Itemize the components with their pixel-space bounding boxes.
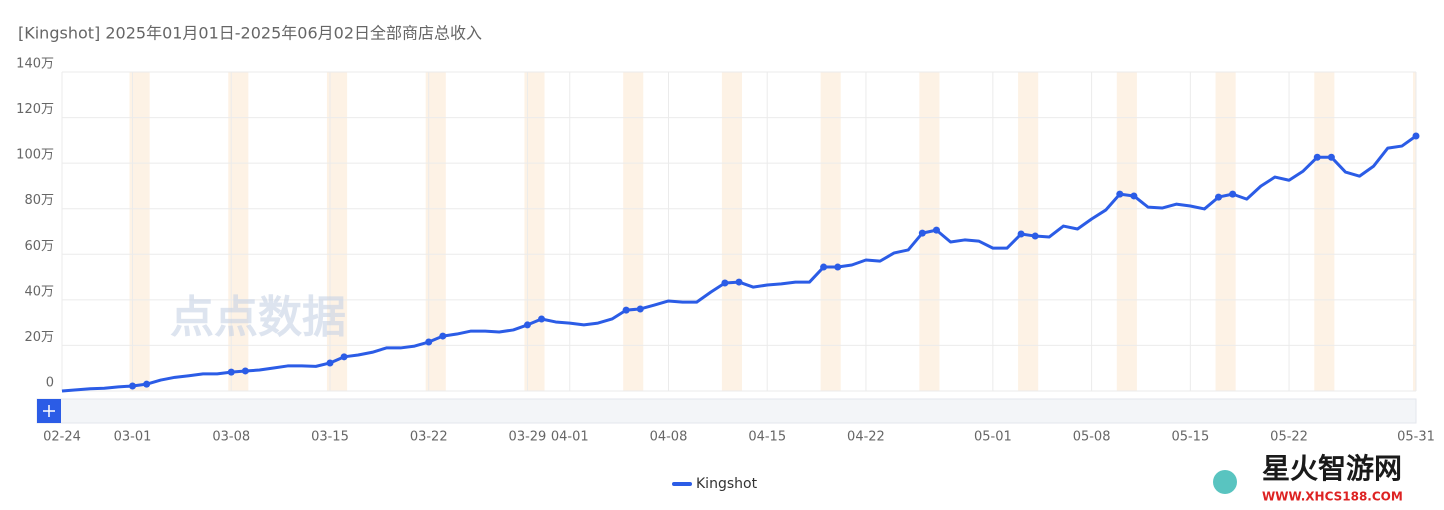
watermark: 点点数据	[170, 292, 346, 343]
point	[326, 359, 334, 367]
y-tick-label: 40万	[24, 284, 54, 299]
point	[439, 332, 447, 340]
x-tick-label: 05-08	[1073, 430, 1111, 445]
point	[1031, 232, 1039, 240]
weekend-band	[623, 72, 644, 391]
y-tick-label: 100万	[16, 148, 54, 163]
legend-label: Kingshot	[696, 476, 758, 492]
y-tick-label: 60万	[24, 239, 54, 254]
watermark: WWW.XHCS188.COM	[1262, 490, 1403, 504]
point	[932, 226, 940, 234]
point	[1116, 190, 1124, 198]
x-tick-label: 04-22	[847, 430, 885, 445]
point	[523, 321, 531, 329]
point	[538, 315, 546, 323]
x-tick-label: 05-01	[974, 430, 1012, 445]
weekend-band	[1018, 72, 1039, 391]
x-tick-label: 05-22	[1270, 430, 1308, 445]
point	[425, 338, 433, 346]
weekend-band	[1215, 72, 1236, 391]
y-tick-label: 80万	[24, 193, 54, 208]
point	[622, 306, 630, 314]
point	[1412, 132, 1420, 140]
weekend-band	[1116, 72, 1137, 391]
point	[1130, 192, 1138, 200]
point	[721, 279, 729, 287]
point	[1229, 190, 1237, 198]
weekend-band	[721, 72, 742, 391]
y-tick-label: 0	[46, 376, 54, 391]
x-tick-label: 02-24	[43, 430, 81, 445]
weekend-band	[326, 72, 348, 391]
point	[227, 368, 235, 376]
y-tick-label: 140万	[16, 57, 54, 72]
grid	[61, 71, 1417, 392]
x-tick-label: 03-29	[509, 430, 547, 445]
weekend-band	[1413, 72, 1416, 391]
point	[918, 229, 926, 237]
x-tick-label: 05-15	[1171, 430, 1209, 445]
zoom-slider[interactable]	[36, 398, 1417, 424]
weekend-band	[820, 72, 841, 391]
watermark: 星火智游网	[1262, 452, 1402, 485]
point	[241, 367, 249, 375]
x-tick-label: 04-08	[650, 430, 688, 445]
point	[1215, 193, 1223, 201]
point	[143, 380, 151, 388]
x-tick-label: 03-08	[212, 430, 250, 445]
weekend-band	[228, 72, 249, 391]
point	[129, 382, 137, 390]
point	[636, 305, 644, 313]
point	[834, 263, 842, 271]
weekend-band	[129, 72, 150, 391]
watermark-logo	[1213, 470, 1237, 494]
x-tick-label: 03-01	[114, 430, 152, 445]
point	[820, 263, 828, 271]
x-tick-label: 05-31	[1397, 430, 1435, 445]
weekend-band	[425, 72, 446, 391]
point	[340, 353, 348, 361]
x-tick-label: 03-22	[410, 430, 448, 445]
x-tick-label: 03-15	[311, 430, 349, 445]
weekend-band	[1314, 72, 1335, 391]
point	[1313, 153, 1321, 161]
chart-title: [Kingshot] 2025年01月01日-2025年06月02日全部商店总收…	[18, 24, 482, 43]
point	[1017, 230, 1025, 238]
point	[735, 278, 743, 286]
x-tick-label: 04-01	[551, 430, 589, 445]
weekend-band	[524, 72, 545, 391]
x-tick-label: 04-15	[748, 430, 786, 445]
y-tick-label: 120万	[16, 102, 54, 117]
weekend-bands	[129, 72, 1416, 391]
point	[1327, 153, 1335, 161]
y-tick-label: 20万	[24, 330, 54, 345]
